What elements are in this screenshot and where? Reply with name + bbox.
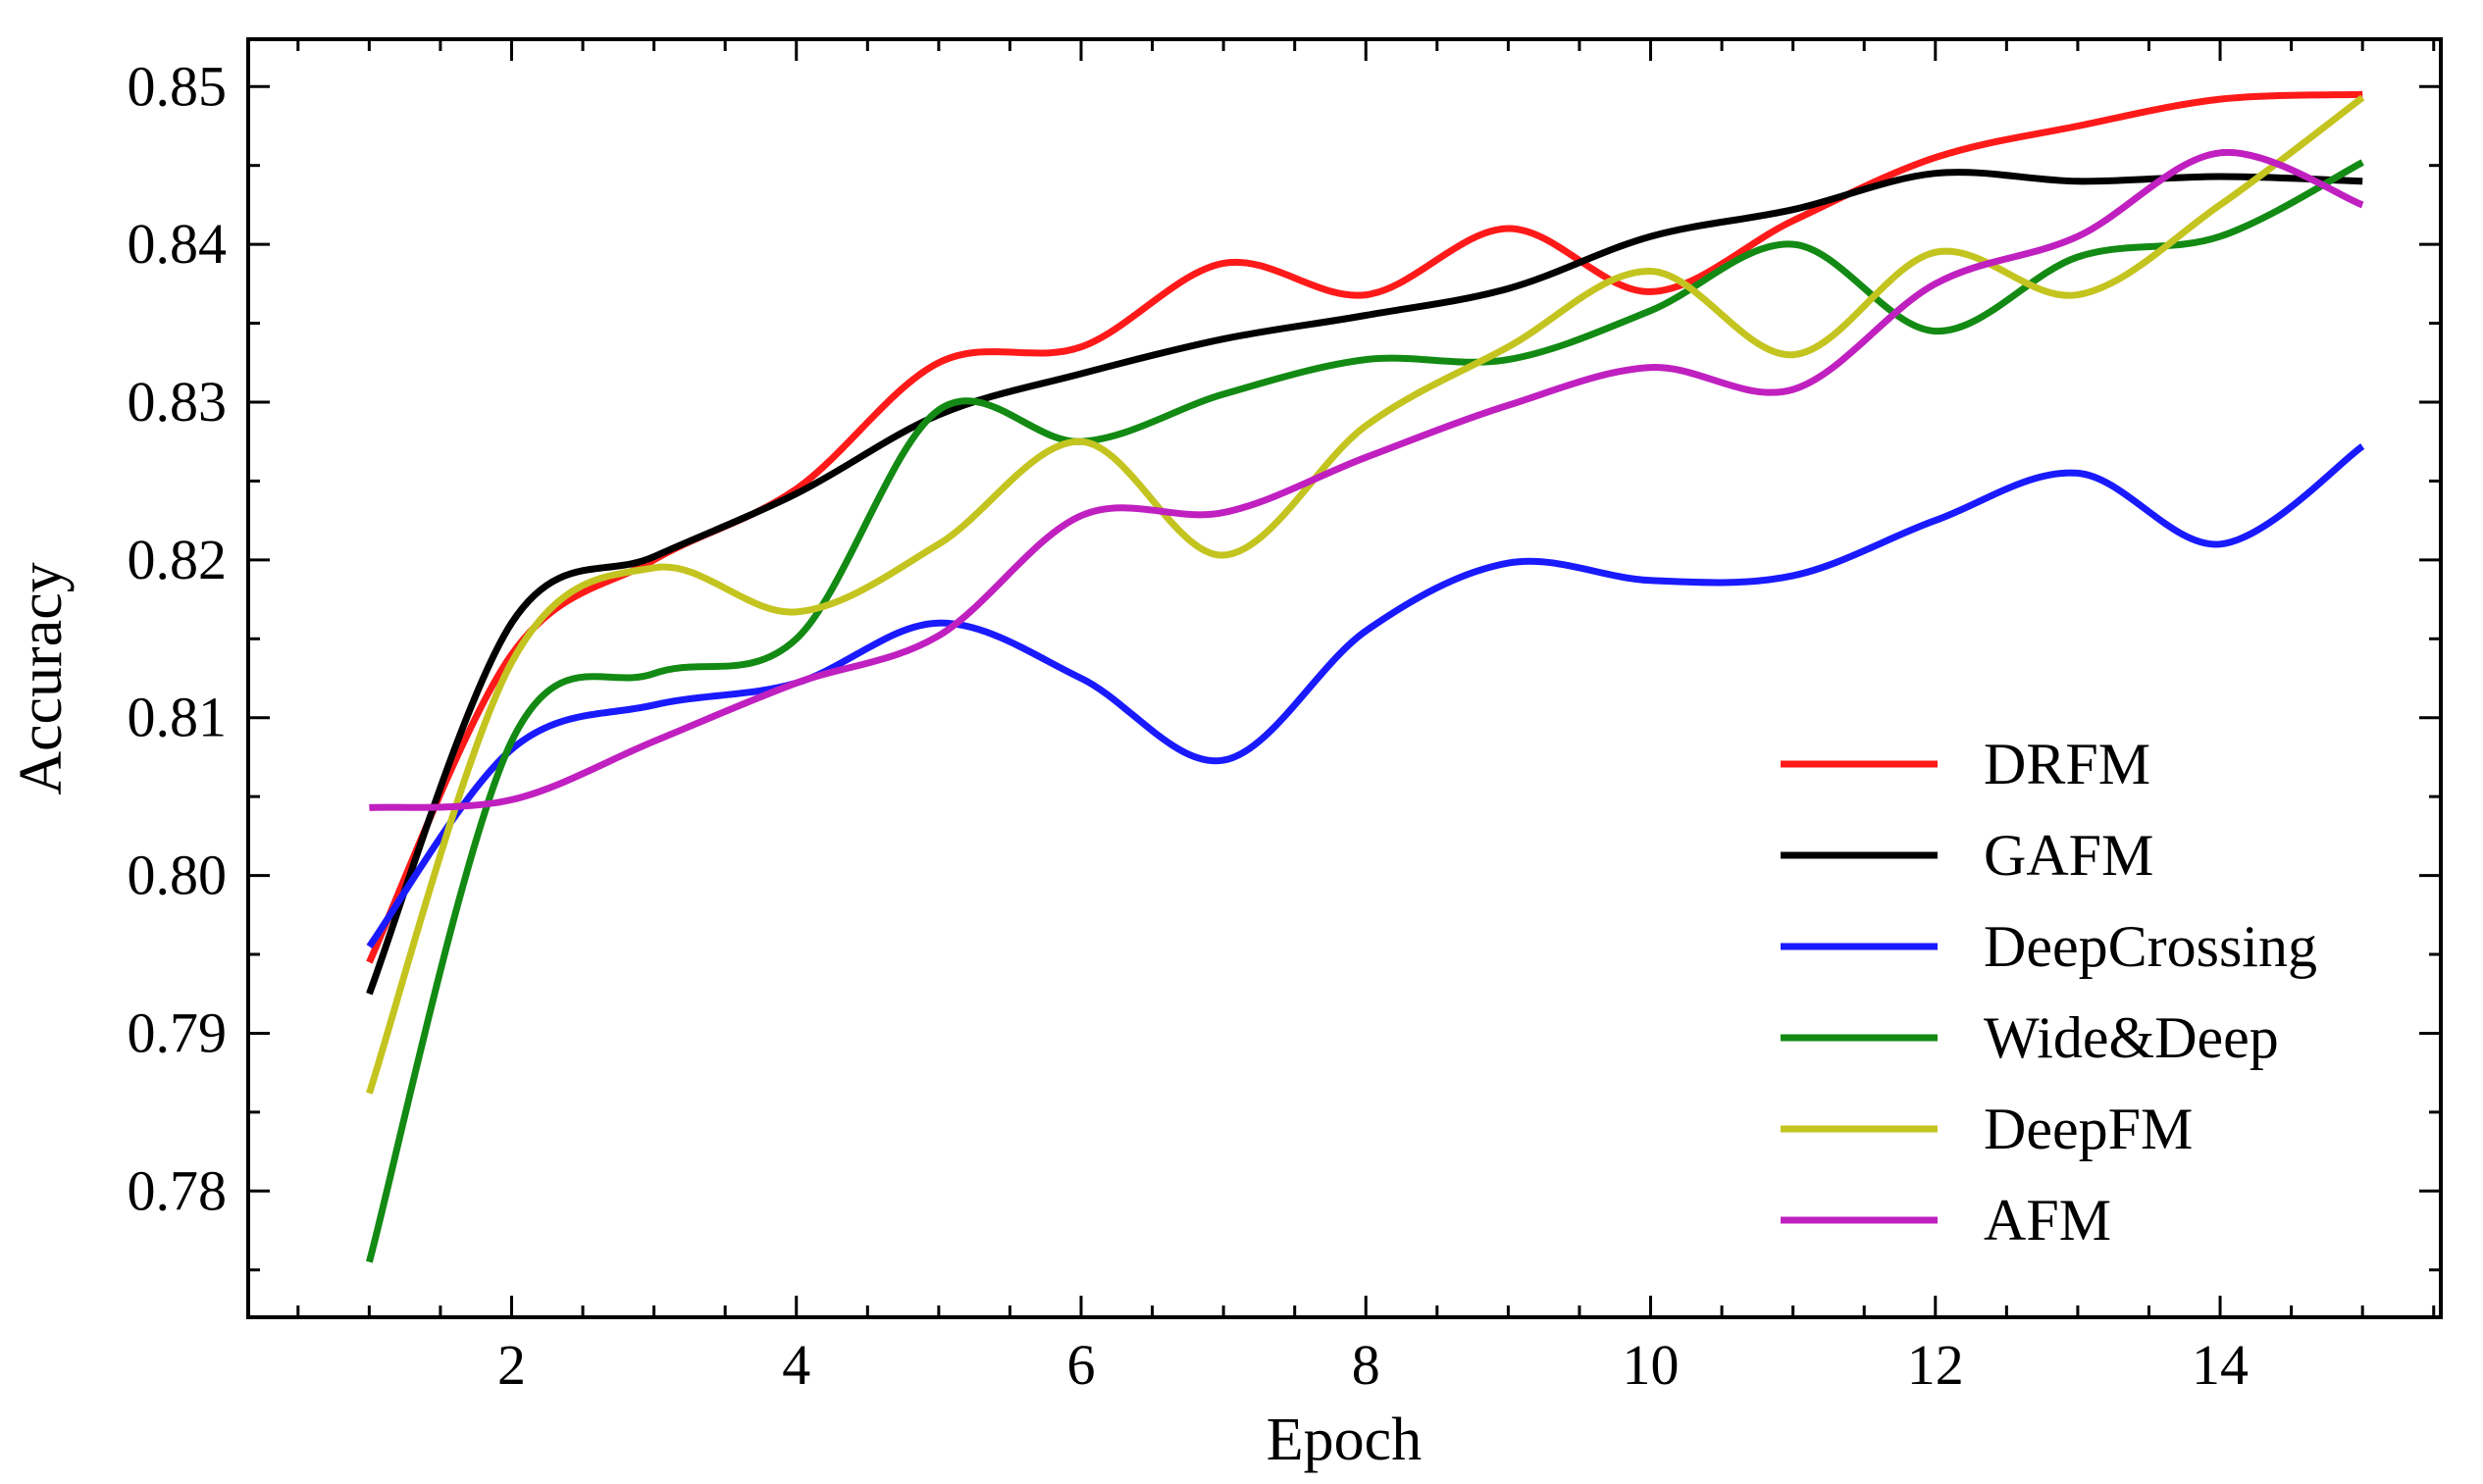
legend: DRFM GAFM DeepCrossing Wide&Deep DeepFM AFM bbox=[1781, 732, 2317, 1253]
x-tick-label: 2 bbox=[497, 1333, 526, 1397]
series-line-wide-deep bbox=[366, 159, 2364, 1263]
y-tick-label: 0.83 bbox=[128, 370, 228, 434]
axes bbox=[246, 37, 2443, 1319]
x-tick-label: 4 bbox=[782, 1333, 810, 1397]
axes-frame bbox=[246, 37, 2443, 1319]
series-line-deepcrossing bbox=[366, 443, 2365, 949]
y-tick-label: 0.80 bbox=[128, 844, 228, 907]
x-tick-label: 12 bbox=[1907, 1333, 1964, 1397]
legend-label-deepfm: DeepFM bbox=[1984, 1097, 2193, 1161]
ticks bbox=[248, 39, 2441, 1317]
plot-lines bbox=[366, 90, 2365, 1263]
series-line-deepfm bbox=[366, 94, 2365, 1095]
tick-labels: 2 4 6 8 10 12 14 0.78 0.79 0.80 0.81 0.82 0.83 0.84 0.… bbox=[128, 54, 2250, 1397]
y-tick-label: 0.79 bbox=[128, 1000, 228, 1064]
legend-label-drfm: DRFM bbox=[1984, 732, 2150, 796]
y-tick-label: 0.85 bbox=[128, 54, 228, 118]
y-tick-label: 0.81 bbox=[128, 686, 228, 749]
y-tick-label: 0.84 bbox=[128, 212, 228, 276]
x-tick-label: 8 bbox=[1352, 1333, 1380, 1397]
x-tick-label: 14 bbox=[2192, 1333, 2249, 1397]
y-tick-label: 0.82 bbox=[128, 528, 228, 591]
x-axis-label: Epoch bbox=[1267, 1407, 1422, 1473]
y-axis-label: Accuracy bbox=[8, 562, 75, 795]
series-line-afm bbox=[369, 149, 2364, 811]
x-tick-label: 6 bbox=[1067, 1333, 1096, 1397]
legend-label-afm: AFM bbox=[1984, 1188, 2111, 1253]
legend-label-deepcrossing: DeepCrossing bbox=[1984, 914, 2317, 979]
series-line-gafm bbox=[366, 169, 2363, 996]
y-tick-label: 0.78 bbox=[128, 1158, 228, 1222]
legend-label-wide-deep: Wide&Deep bbox=[1984, 1005, 2279, 1070]
legend-label-gafm: GAFM bbox=[1984, 823, 2153, 888]
x-tick-label: 10 bbox=[1623, 1333, 1680, 1397]
